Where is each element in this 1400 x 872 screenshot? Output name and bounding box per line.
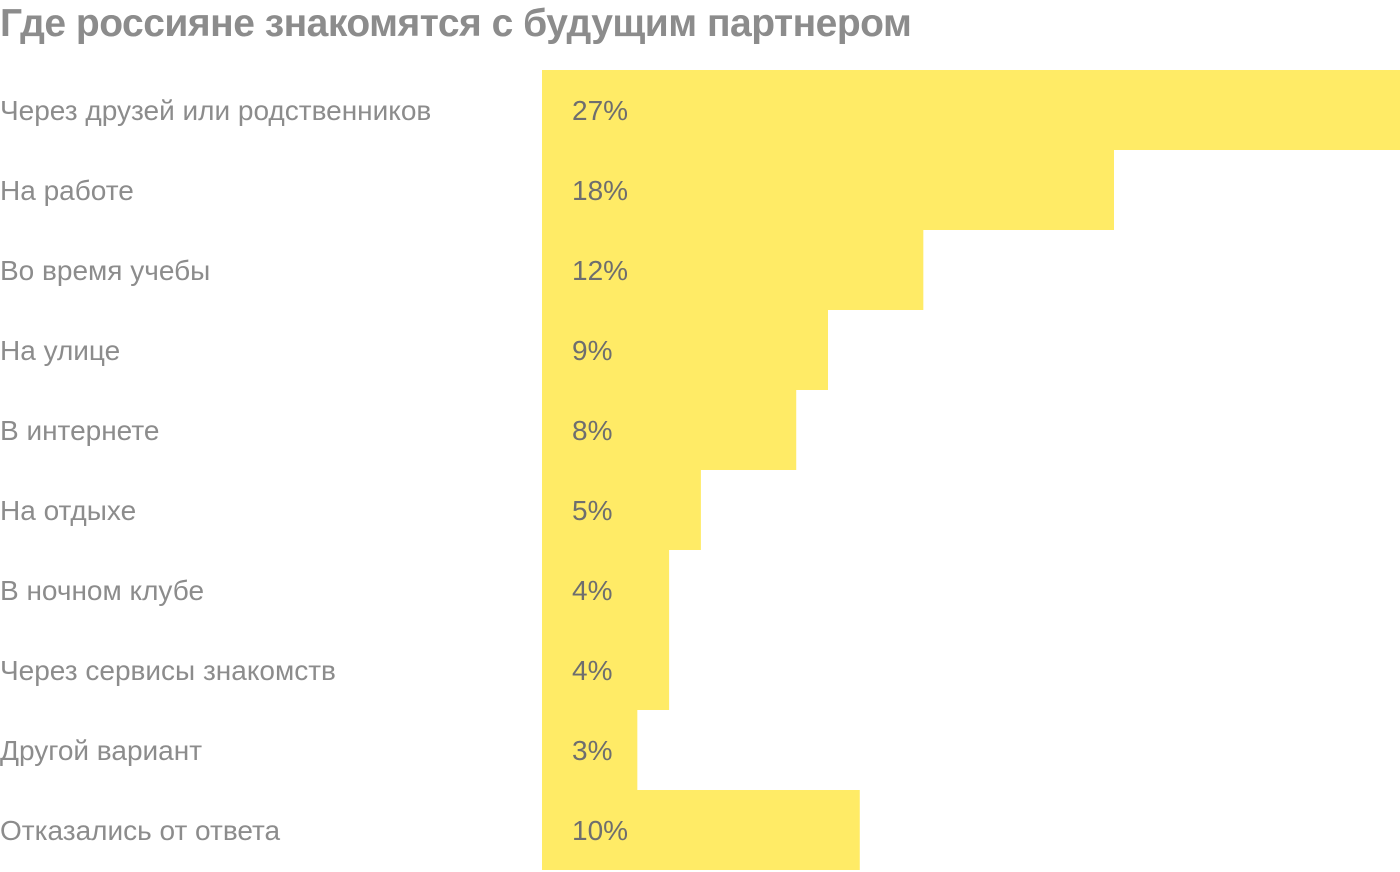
chart-title: Где россияне знакомятся с будущим партне… bbox=[0, 2, 912, 45]
bar-10 bbox=[542, 790, 860, 870]
value-label-8: 4% bbox=[572, 655, 612, 686]
value-label-4: 9% bbox=[572, 335, 612, 366]
category-label-1: Через друзей или родственников bbox=[0, 95, 431, 126]
bar-5 bbox=[542, 390, 797, 470]
category-label-2: На работе bbox=[0, 175, 134, 206]
bar-4 bbox=[542, 310, 828, 390]
value-label-7: 4% bbox=[572, 575, 612, 606]
bar-7 bbox=[542, 550, 670, 630]
category-label-8: Через сервисы знакомств bbox=[0, 655, 336, 686]
category-label-5: В интернете bbox=[0, 415, 159, 446]
bar-8 bbox=[542, 630, 670, 710]
category-label-6: На отдыхе bbox=[0, 495, 136, 526]
category-label-9: Другой вариант bbox=[0, 735, 202, 766]
value-label-6: 5% bbox=[572, 495, 612, 526]
value-label-10: 10% bbox=[572, 815, 628, 846]
category-label-4: На улице bbox=[0, 335, 120, 366]
bar-9 bbox=[542, 710, 638, 790]
category-label-10: Отказались от ответа bbox=[0, 815, 281, 846]
value-label-2: 18% bbox=[572, 175, 628, 206]
bar-1 bbox=[542, 70, 1400, 150]
value-label-1: 27% bbox=[572, 95, 628, 126]
bar-3 bbox=[542, 230, 924, 310]
bar-2 bbox=[542, 150, 1114, 230]
bar-6 bbox=[542, 470, 701, 550]
value-label-3: 12% bbox=[572, 255, 628, 286]
category-label-3: Во время учебы bbox=[0, 255, 210, 286]
category-label-7: В ночном клубе bbox=[0, 575, 204, 606]
value-label-9: 3% bbox=[572, 735, 612, 766]
value-label-5: 8% bbox=[572, 415, 612, 446]
